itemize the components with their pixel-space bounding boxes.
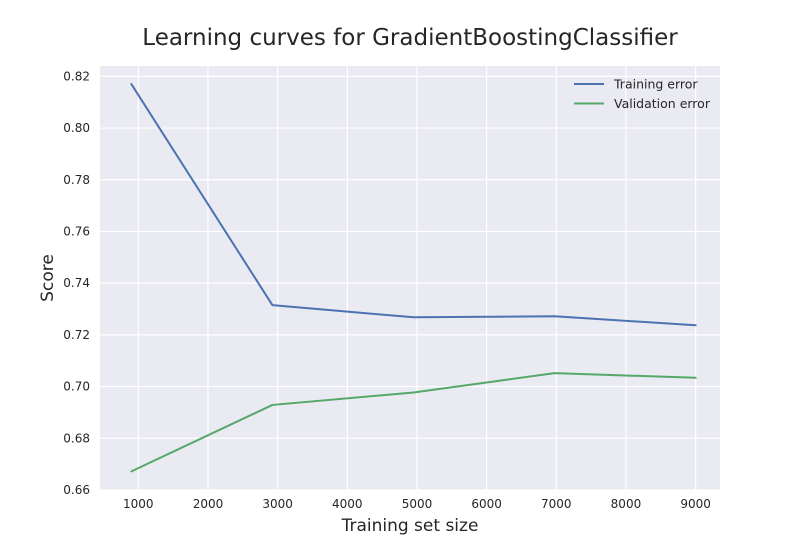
y-axis-title: Score	[38, 254, 58, 302]
y-tick-label-0.82: 0.82	[63, 69, 90, 83]
y-tick-label-0.76: 0.76	[63, 224, 90, 238]
x-tick-label-4000: 4000	[332, 497, 363, 511]
chart-title: Learning curves for GradientBoostingClas…	[142, 25, 678, 51]
x-tick-label-3000: 3000	[262, 497, 293, 511]
y-tick-label-0.72: 0.72	[63, 328, 90, 342]
x-tick-label-5000: 5000	[402, 497, 433, 511]
x-axis-title: Training set size	[341, 516, 479, 536]
x-tick-label-1000: 1000	[123, 497, 154, 511]
y-tick-label-0.78: 0.78	[63, 173, 90, 187]
y-tick-label-0.66: 0.66	[63, 483, 90, 497]
legend-label-validation-error: Validation error	[614, 96, 711, 111]
y-tick-label-0.70: 0.70	[63, 380, 90, 394]
x-tick-label-9000: 9000	[680, 497, 711, 511]
y-tick-label-0.74: 0.74	[63, 276, 90, 290]
x-tick-label-8000: 8000	[611, 497, 642, 511]
y-tick-label-0.80: 0.80	[63, 121, 90, 135]
x-tick-label-2000: 2000	[193, 497, 224, 511]
legend-label-training-error: Training error	[613, 77, 698, 92]
plot-area	[100, 66, 720, 490]
x-tick-labels: 1000 2000 3000 4000 5000 6000 7000 8000 9000	[123, 497, 711, 511]
y-tick-labels: 0.66 0.68 0.70 0.72 0.74 0.76 0.78 0.80 0.82	[63, 69, 90, 497]
y-tick-label-0.68: 0.68	[63, 431, 90, 445]
x-tick-label-7000: 7000	[541, 497, 572, 511]
x-tick-label-6000: 6000	[471, 497, 502, 511]
